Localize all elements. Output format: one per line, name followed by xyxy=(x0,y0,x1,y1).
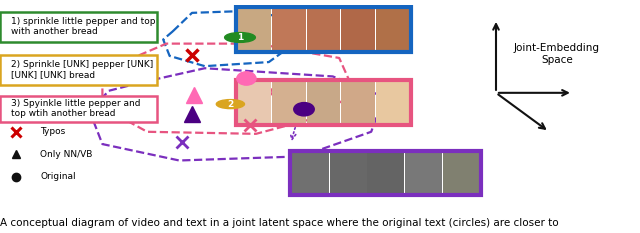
FancyBboxPatch shape xyxy=(307,7,340,52)
Ellipse shape xyxy=(294,103,314,116)
Text: 3) Spyinkle little pepper and
top wtih another bread: 3) Spyinkle little pepper and top wtih a… xyxy=(11,99,140,118)
Circle shape xyxy=(216,99,244,109)
FancyBboxPatch shape xyxy=(341,7,375,52)
FancyBboxPatch shape xyxy=(272,80,306,125)
FancyBboxPatch shape xyxy=(307,80,340,125)
FancyBboxPatch shape xyxy=(237,7,271,52)
Text: 2) Sprinkle [UNK] pepper [UNK]
[UNK] [UNK] bread: 2) Sprinkle [UNK] pepper [UNK] [UNK] [UN… xyxy=(11,60,153,79)
FancyBboxPatch shape xyxy=(367,151,404,195)
Circle shape xyxy=(225,33,255,42)
Text: Typos: Typos xyxy=(40,127,65,136)
FancyBboxPatch shape xyxy=(376,7,410,52)
Text: Joint-Embedding
Space: Joint-Embedding Space xyxy=(514,43,600,65)
FancyBboxPatch shape xyxy=(341,80,375,125)
FancyBboxPatch shape xyxy=(292,151,329,195)
Text: A conceptual diagram of video and text in a joint latent space where the origina: A conceptual diagram of video and text i… xyxy=(0,218,559,228)
FancyBboxPatch shape xyxy=(330,151,367,195)
FancyBboxPatch shape xyxy=(272,7,306,52)
Text: Only NN/VB: Only NN/VB xyxy=(40,150,93,159)
FancyBboxPatch shape xyxy=(0,55,157,85)
FancyBboxPatch shape xyxy=(443,151,480,195)
Text: Original: Original xyxy=(40,172,76,182)
FancyBboxPatch shape xyxy=(405,151,442,195)
Text: 2: 2 xyxy=(227,99,234,109)
Ellipse shape xyxy=(237,72,256,85)
Text: 1) sprinkle little pepper and top
with another bread: 1) sprinkle little pepper and top with a… xyxy=(11,17,156,36)
FancyBboxPatch shape xyxy=(0,12,157,41)
Text: 1: 1 xyxy=(237,33,243,42)
FancyBboxPatch shape xyxy=(237,80,271,125)
FancyBboxPatch shape xyxy=(376,80,410,125)
FancyBboxPatch shape xyxy=(0,96,157,122)
